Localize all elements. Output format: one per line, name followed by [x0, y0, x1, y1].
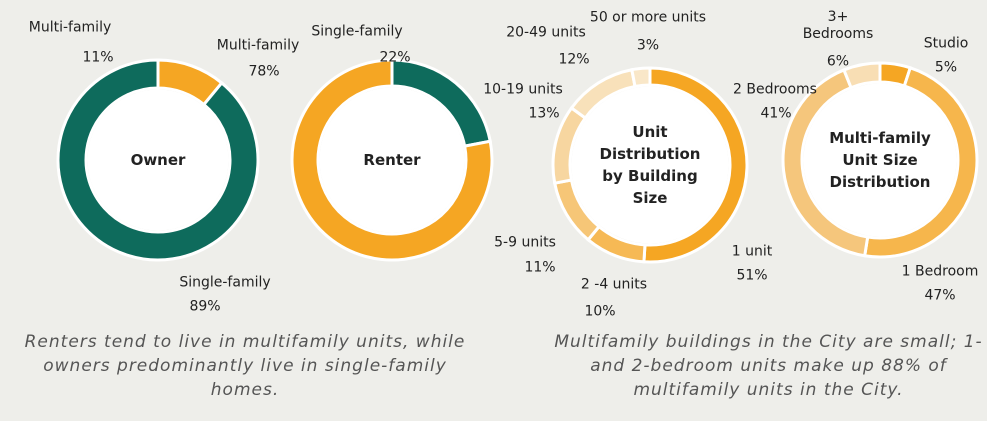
donut-slice [630, 66, 652, 89]
slice-value-label: 22% [379, 49, 411, 66]
slice-label: 5-9 units [494, 234, 556, 251]
slice-label: 1 unit [731, 243, 773, 260]
donut-title: Unit Distribution by Building Size [599, 123, 701, 207]
donut-slice [56, 58, 260, 262]
donut-title: Owner [130, 151, 186, 169]
slice-label: 2 Bedrooms [733, 81, 817, 98]
slice-label: 3+ Bedrooms [802, 9, 874, 42]
slice-label: Multi-family [28, 19, 112, 36]
slice-value-label: 13% [528, 105, 560, 122]
donut-hole [571, 86, 729, 244]
slice-value-label: 78% [248, 63, 280, 80]
donut-slice [841, 61, 882, 90]
slice-label: Studio [923, 35, 969, 52]
donut-hole [803, 83, 957, 237]
slice-value-label: 41% [760, 105, 792, 122]
slice-label: 1 Bedroom [901, 263, 979, 280]
slice-value-label: 89% [189, 298, 221, 315]
caption: Multifamily buildings in the City are sm… [554, 332, 983, 400]
slice-value-label: 10% [584, 303, 616, 320]
slice-label: Single-family [311, 23, 403, 40]
donut-title: Renter [363, 151, 421, 169]
slice-value-label: 3% [636, 37, 660, 54]
caption: Renters tend to live in multifamily unit… [24, 332, 466, 400]
slice-label: 50 or more units [589, 9, 707, 26]
donut-hole [319, 87, 465, 233]
donut-slice [290, 58, 494, 262]
slice-value-label: 5% [934, 59, 958, 76]
slice-value-label: 12% [558, 51, 590, 68]
slice-value-label: 47% [924, 287, 956, 304]
slice-label: Multi-family [216, 37, 300, 54]
slice-label: Single-family [179, 274, 271, 291]
slice-label: 10-19 units [483, 81, 563, 98]
slice-value-label: 11% [524, 259, 556, 276]
slice-label: 20-49 units [506, 24, 586, 41]
donut-hole [87, 89, 229, 231]
slice-value-label: 11% [82, 49, 114, 66]
slice-value-label: 51% [736, 267, 768, 284]
slice-label: 2 -4 units [580, 276, 648, 293]
donut-title: Multi-family Unit Size Distribution [829, 129, 931, 191]
slice-value-label: 6% [826, 53, 850, 70]
